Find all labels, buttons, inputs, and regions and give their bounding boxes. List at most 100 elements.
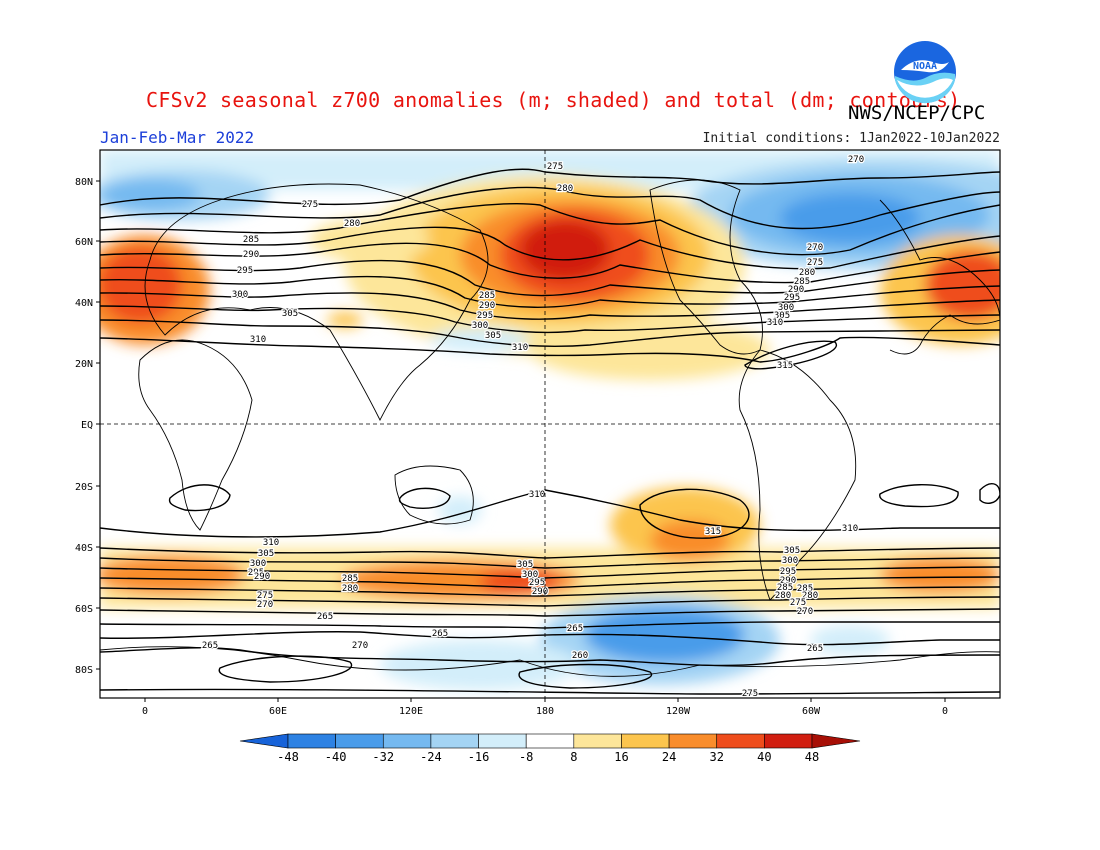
contour-label: 280 <box>799 268 815 278</box>
lon-tick-label: 60E <box>269 706 287 717</box>
contour-label: 300 <box>778 303 794 313</box>
lat-tick-label: 80N <box>75 177 93 188</box>
lat-tick-label: 60N <box>75 237 93 248</box>
contour-line <box>398 487 451 509</box>
contour-label: 300 <box>782 556 798 566</box>
colorbar-label: 40 <box>757 750 771 764</box>
colorbar-min-arrow <box>239 733 289 749</box>
longitude-axis: 0 60E 120E 180 120W 60W 0 <box>142 698 948 717</box>
contour-label: 295 <box>477 311 493 321</box>
lon-tick-label: 0 <box>142 706 148 717</box>
lon-tick-label: 120W <box>666 706 691 717</box>
contour-label: 290 <box>788 285 804 295</box>
lat-tick-label: 20N <box>75 359 93 370</box>
contour-label: 290 <box>243 250 259 260</box>
contour-label: 285 <box>797 584 813 594</box>
contour-line <box>218 655 353 683</box>
contour-line <box>100 305 1000 334</box>
contour-label: 275 <box>257 591 273 601</box>
contour-line <box>100 226 1000 270</box>
initial-conditions: Initial conditions: 1Jan2022-10Jan2022 <box>702 131 1000 146</box>
contour-label: 305 <box>258 549 274 559</box>
contour-label: 280 <box>775 591 791 601</box>
contour-line <box>100 489 1000 538</box>
contour-label: 315 <box>705 527 721 537</box>
chart-title: CFSv2 seasonal z700 anomalies (m; shaded… <box>146 88 961 112</box>
lat-tick-label: 20S <box>75 482 93 493</box>
contour-label: 265 <box>807 644 823 654</box>
colorbar-label: 16 <box>614 750 628 764</box>
contour-label: 270 <box>807 243 823 253</box>
contour-label: 270 <box>848 155 864 165</box>
contour-line <box>744 340 838 370</box>
lon-tick-label: 180 <box>536 706 554 717</box>
lon-tick-label: 120E <box>399 706 423 717</box>
contour-label: 290 <box>780 576 796 586</box>
contour-label: 300 <box>250 559 266 569</box>
contour-label: 295 <box>237 266 253 276</box>
contour-label: 280 <box>344 219 360 229</box>
contour-label: 310 <box>842 524 858 534</box>
contour-label: 260 <box>572 651 588 661</box>
colorbar-label: -48 <box>277 750 299 764</box>
colorbar-swatch <box>764 733 813 749</box>
contour-line <box>100 647 1000 667</box>
contour-label: 310 <box>512 343 528 353</box>
contour-labels: 2752802702752802852902953003053102852902… <box>201 154 866 701</box>
contour-label: 305 <box>784 546 800 556</box>
contour-label: 295 <box>784 293 800 303</box>
contour-line <box>100 259 1000 297</box>
contour-line <box>639 488 750 539</box>
contour-label: 280 <box>557 184 573 194</box>
colorbar-swatch <box>621 733 670 749</box>
colorbar-label: -32 <box>372 750 394 764</box>
contour-line <box>100 203 1000 256</box>
contour-label: 310 <box>767 318 783 328</box>
contour-label: 280 <box>802 591 818 601</box>
lat-tick-label: 40S <box>75 543 93 554</box>
contour-label: 270 <box>797 607 813 617</box>
contour-line <box>168 484 231 512</box>
lat-tick-label: 40N <box>75 298 93 309</box>
contour-line <box>100 275 1000 308</box>
contour-label: 275 <box>790 598 806 608</box>
lon-tick-label: 0 <box>942 706 948 717</box>
colorbar-swatch <box>573 733 622 749</box>
contour-line <box>879 484 959 508</box>
agency-label: NWS/NCEP/CPC <box>848 102 986 124</box>
latitude-axis: 80N 60N 40N 20N EQ 20S 40S 60S 80S <box>75 177 100 676</box>
contour-label: 300 <box>522 570 538 580</box>
contour-label: 285 <box>342 574 358 584</box>
colorbar-max-arrow <box>811 733 861 749</box>
colorbar-label: -24 <box>420 750 442 764</box>
lon-tick-label: 60W <box>802 706 821 717</box>
colorbar-label: 24 <box>662 750 676 764</box>
contour-label: 315 <box>777 361 793 371</box>
contour-label: 265 <box>317 612 333 622</box>
contour-label: 285 <box>777 583 793 593</box>
colorbar-label: 8 <box>570 750 577 764</box>
contour-label: 275 <box>547 162 563 172</box>
contour-line <box>100 631 1000 646</box>
contour-label: 290 <box>532 587 548 597</box>
contour-label: 310 <box>250 335 266 345</box>
contour-label: 310 <box>529 490 545 500</box>
colorbar-swatch <box>478 733 527 749</box>
noaa-logo-icon: NOAA <box>894 41 956 104</box>
colorbar-label: 48 <box>805 750 819 764</box>
contour-label: 305 <box>517 560 533 570</box>
contour-label: 285 <box>243 235 259 245</box>
contour-label: 300 <box>232 290 248 300</box>
contour-line <box>100 242 1000 284</box>
contour-label: 300 <box>472 321 488 331</box>
contour-label: 275 <box>807 258 823 268</box>
contour-label: 285 <box>794 277 810 287</box>
contour-label: 295 <box>780 567 796 577</box>
contour-line <box>100 168 1000 206</box>
contour-line <box>100 336 1000 363</box>
contour-line <box>100 319 1000 347</box>
colorbar-swatch <box>382 733 432 749</box>
colorbar-label: -16 <box>468 750 490 764</box>
forecast-period: Jan-Feb-Mar 2022 <box>100 128 255 147</box>
